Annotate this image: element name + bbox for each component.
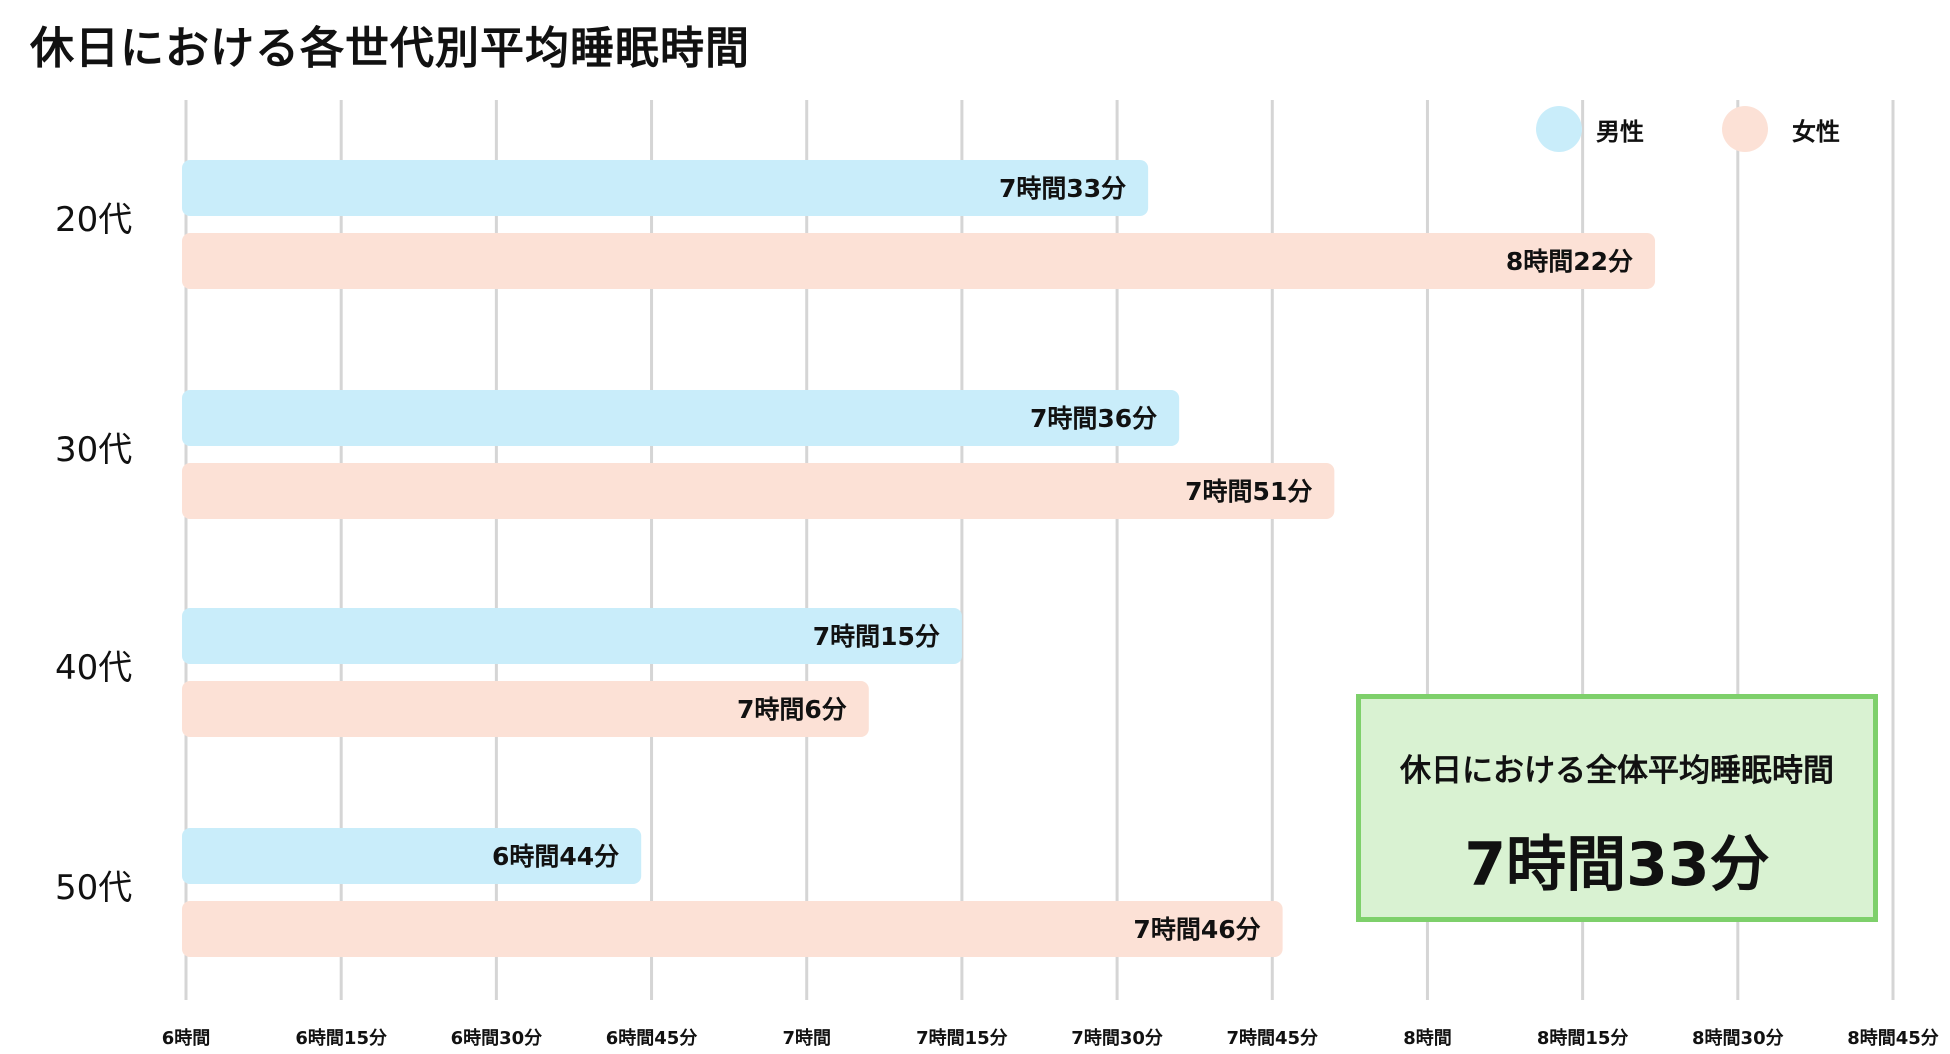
bar-value-label: 8時間22分 bbox=[1506, 247, 1633, 276]
category-label: 40代 bbox=[55, 648, 132, 688]
bar-male bbox=[182, 608, 962, 664]
bar-value-label: 7時間33分 bbox=[999, 174, 1126, 203]
bar-value-label: 7時間6分 bbox=[737, 695, 847, 724]
summary-value: 7時間33分 bbox=[1464, 830, 1770, 900]
bar-female bbox=[182, 681, 869, 737]
x-tick-label: 6時間45分 bbox=[606, 1028, 698, 1049]
category-label: 30代 bbox=[55, 430, 132, 470]
x-tick-label: 8時間45分 bbox=[1847, 1028, 1939, 1049]
bar-value-label: 7時間36分 bbox=[1030, 404, 1157, 433]
bar-value-label: 7時間15分 bbox=[813, 622, 940, 651]
summary-label: 休日における全体平均睡眠時間 bbox=[1400, 753, 1834, 789]
x-tick-label: 7時間30分 bbox=[1071, 1028, 1163, 1049]
bar-value-label: 6時間44分 bbox=[492, 842, 619, 871]
x-tick-label: 6時間 bbox=[162, 1028, 211, 1049]
x-tick-label: 6時間15分 bbox=[295, 1028, 387, 1049]
bar-male bbox=[182, 828, 642, 884]
bar-value-label: 7時間46分 bbox=[1133, 915, 1260, 944]
chart-title: 休日における各世代別平均睡眠時間 bbox=[30, 23, 750, 74]
category-label: 50代 bbox=[55, 868, 132, 908]
x-tick-label: 6時間30分 bbox=[451, 1028, 543, 1049]
legend-item-female: 女性 bbox=[1722, 106, 1840, 152]
x-tick-label: 8時間15分 bbox=[1537, 1028, 1629, 1049]
legend-label-male: 男性 bbox=[1596, 117, 1644, 146]
legend-swatch-female bbox=[1722, 106, 1768, 152]
bar-male bbox=[182, 160, 1149, 216]
x-tick-label: 7時間45分 bbox=[1226, 1028, 1318, 1049]
bar-female bbox=[182, 463, 1335, 519]
bar-male bbox=[182, 390, 1180, 446]
legend-item-male: 男性 bbox=[1536, 106, 1644, 152]
x-tick-label: 8時間 bbox=[1403, 1028, 1452, 1049]
x-tick-label: 7時間 bbox=[782, 1028, 831, 1049]
legend-label-female: 女性 bbox=[1792, 117, 1840, 146]
bar-value-label: 7時間51分 bbox=[1185, 477, 1312, 506]
x-tick-label: 8時間30分 bbox=[1692, 1028, 1784, 1049]
category-label: 20代 bbox=[55, 200, 132, 240]
x-tick-label: 7時間15分 bbox=[916, 1028, 1008, 1049]
legend-swatch-male bbox=[1536, 106, 1582, 152]
bar-female bbox=[182, 233, 1656, 289]
summary-box: 休日における全体平均睡眠時間 7時間33分 bbox=[1356, 694, 1878, 922]
bar-female bbox=[182, 901, 1283, 957]
